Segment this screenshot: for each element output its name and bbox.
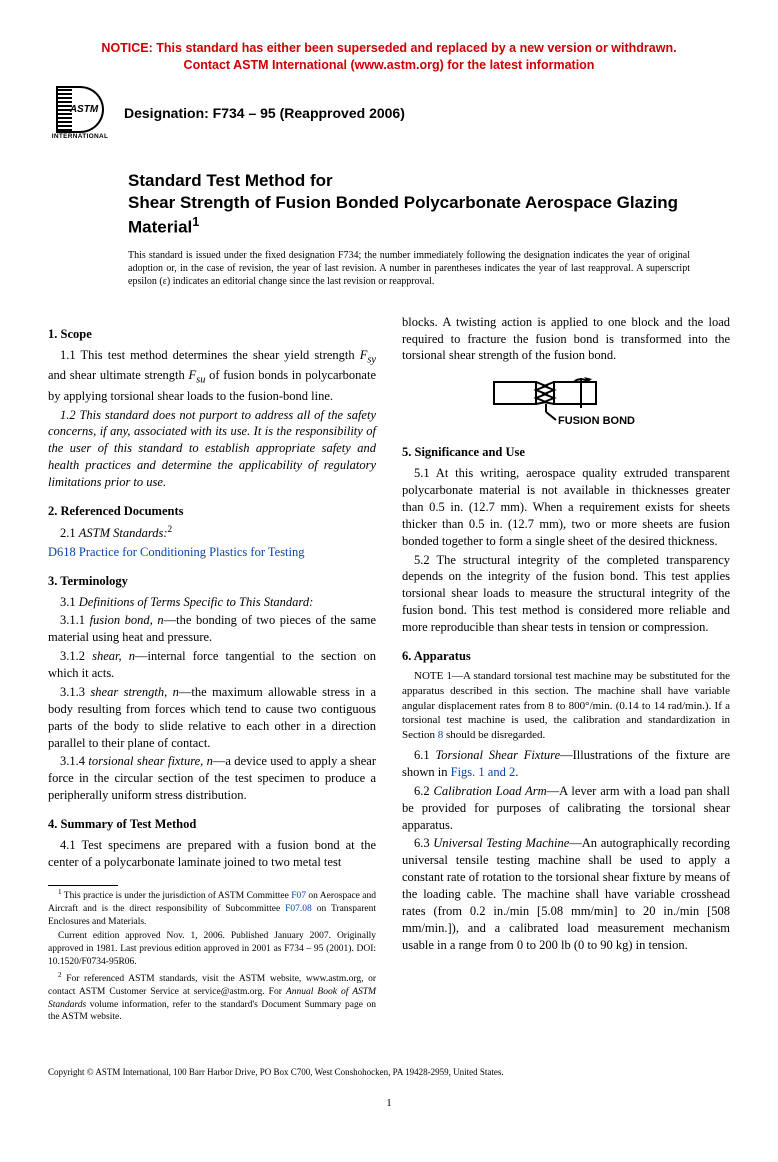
term-torsional-fixture: 3.1.4 torsional shear fixture, n—a devic… <box>48 753 376 804</box>
footnote-2: 2 For referenced ASTM standards, visit t… <box>48 971 376 1024</box>
notice-line2: Contact ASTM International (www.astm.org… <box>184 58 595 72</box>
term-fusion-bond: 3.1.1 fusion bond, n—the bonding of two … <box>48 612 376 646</box>
issued-note: This standard is issued under the fixed … <box>128 249 690 288</box>
term-shear: 3.1.2 shear, n—internal force tangential… <box>48 648 376 682</box>
astm-logo: ASTM INTERNATIONAL <box>48 86 112 142</box>
footnote-1: 1 This practice is under the jurisdictio… <box>48 888 376 929</box>
ref-d618: D618 Practice for Conditioning Plastics … <box>48 544 376 561</box>
para-3-1: 3.1 Definitions of Terms Specific to Thi… <box>48 594 376 611</box>
para-5-1: 5.1 At this writing, aerospace quality e… <box>402 465 730 549</box>
copyright: Copyright © ASTM International, 100 Barr… <box>48 1066 730 1078</box>
section-2-head: 2. Referenced Documents <box>48 503 376 520</box>
para-4-1a: 4.1 Test specimens are prepared with a f… <box>48 837 376 871</box>
designation: Designation: F734 – 95 (Reapproved 2006) <box>124 104 405 123</box>
para-2-1: 2.1 ASTM Standards:2 <box>48 524 376 542</box>
link-d618[interactable]: D618 Practice for Conditioning Plastics … <box>48 545 305 559</box>
link-f0708[interactable]: F07.08 <box>285 904 312 914</box>
section-6-head: 6. Apparatus <box>402 648 730 665</box>
link-f07[interactable]: F07 <box>291 891 306 901</box>
header-row: ASTM INTERNATIONAL Designation: F734 – 9… <box>48 86 730 142</box>
term-shear-strength: 3.1.3 shear strength, n—the maximum allo… <box>48 684 376 752</box>
notice-banner: NOTICE: This standard has either been su… <box>48 40 730 74</box>
para-4-1b: blocks. A twisting action is applied to … <box>402 314 730 365</box>
fig-label: FUSION BOND <box>558 415 635 427</box>
section-5-head: 5. Significance and Use <box>402 444 730 461</box>
section-3-head: 3. Terminology <box>48 573 376 590</box>
para-6-1: 6.1 Torsional Shear Fixture—Illustration… <box>402 747 730 781</box>
link-figs-1-2[interactable]: Figs. 1 and 2 <box>451 765 516 779</box>
body-columns: 1. Scope 1.1 This test method determines… <box>48 314 730 1026</box>
fusion-bond-figure: FUSION BOND <box>402 372 730 432</box>
note-1: NOTE 1—A standard torsional test machine… <box>402 669 730 743</box>
footnote-rule <box>48 885 118 886</box>
para-6-3: 6.3 Universal Testing Machine—An autogra… <box>402 835 730 953</box>
section-4-head: 4. Summary of Test Method <box>48 816 376 833</box>
title-block: Standard Test Method for Shear Strength … <box>128 170 730 239</box>
document-title: Standard Test Method for Shear Strength … <box>128 170 730 239</box>
footnote-1b: Current edition approved Nov. 1, 2006. P… <box>48 930 376 968</box>
notice-line1: NOTICE: This standard has either been su… <box>101 41 676 55</box>
para-6-2: 6.2 Calibration Load Arm—A lever arm wit… <box>402 783 730 834</box>
page-number: 1 <box>48 1096 730 1111</box>
para-5-2: 5.2 The structural integrity of the comp… <box>402 552 730 636</box>
section-1-head: 1. Scope <box>48 326 376 343</box>
para-1-2: 1.2 This standard does not purport to ad… <box>48 407 376 491</box>
para-1-1: 1.1 This test method determines the shea… <box>48 347 376 405</box>
